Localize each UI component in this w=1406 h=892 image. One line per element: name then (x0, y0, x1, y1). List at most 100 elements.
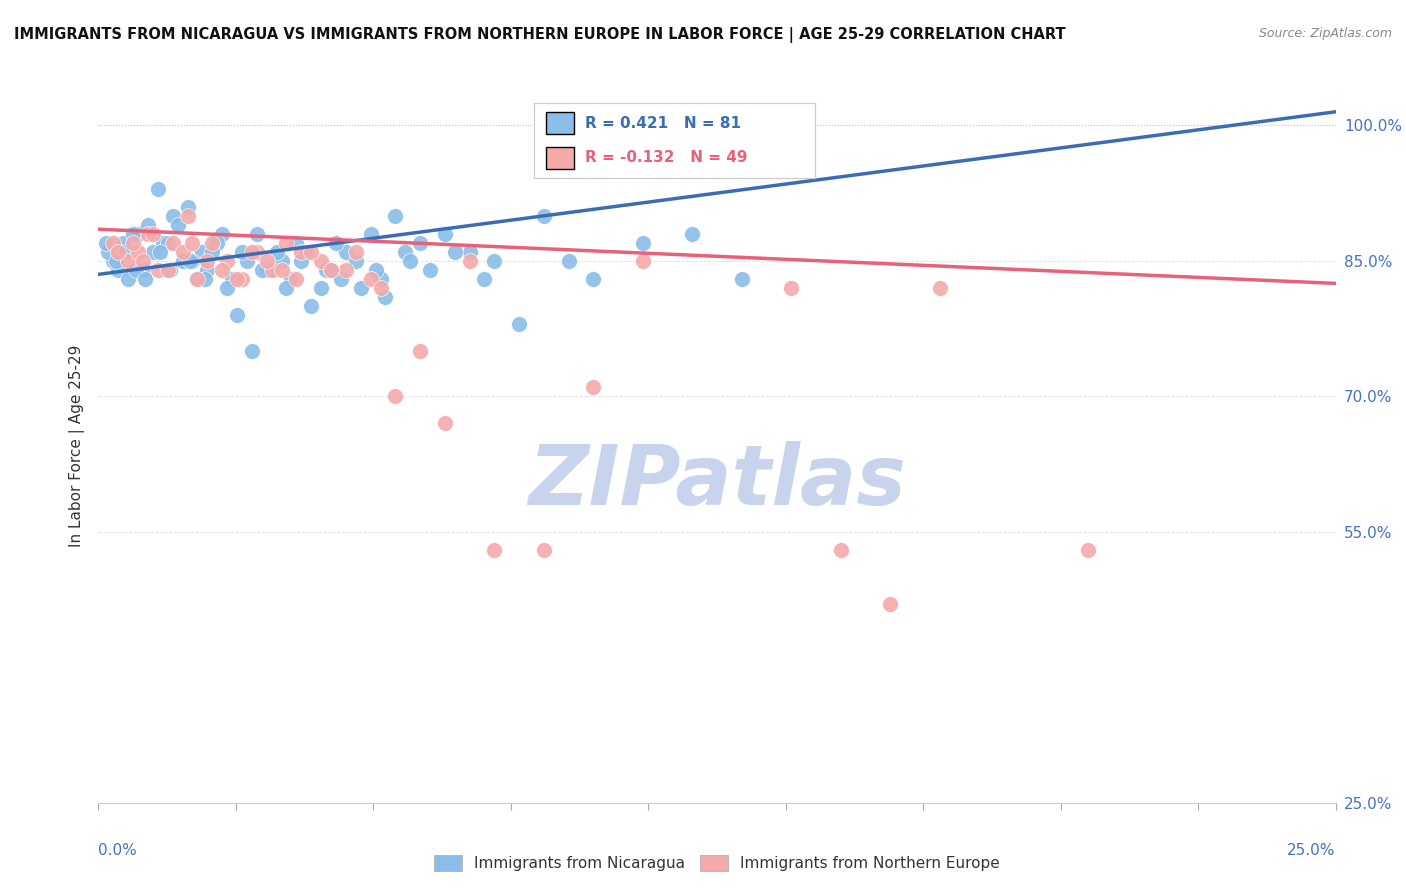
Point (181, 235, 204, 250)
Point (127, 244, 149, 259)
Point (162, 209, 184, 223)
Point (146, 263, 169, 277)
Point (276, 281, 298, 295)
Point (360, 272, 382, 286)
Point (533, 209, 555, 223)
Point (409, 235, 432, 250)
Point (122, 235, 145, 250)
Point (107, 244, 129, 259)
Point (344, 253, 367, 268)
Point (350, 281, 373, 295)
Point (117, 272, 139, 286)
Point (191, 244, 214, 259)
Point (458, 244, 481, 259)
Point (290, 244, 312, 259)
Point (122, 227, 145, 241)
Point (474, 272, 496, 286)
Point (780, 163, 803, 178)
Point (127, 227, 149, 241)
Point (94, 235, 117, 250)
Point (830, 542, 852, 557)
Point (582, 272, 605, 286)
FancyBboxPatch shape (546, 112, 574, 135)
Point (201, 235, 224, 250)
Point (260, 263, 283, 277)
Point (384, 389, 406, 403)
Text: R = -0.132   N = 49: R = -0.132 N = 49 (585, 151, 748, 165)
Point (152, 235, 174, 250)
Point (176, 209, 198, 223)
Point (162, 235, 184, 250)
Point (217, 281, 239, 295)
Point (443, 244, 465, 259)
Point (360, 227, 382, 241)
Point (149, 244, 172, 259)
Point (484, 542, 506, 557)
Point (266, 244, 288, 259)
Text: IMMIGRANTS FROM NICARAGUA VS IMMIGRANTS FROM NORTHERN EUROPE IN LABOR FORCE | AG: IMMIGRANTS FROM NICARAGUA VS IMMIGRANTS … (14, 27, 1066, 43)
Point (172, 244, 194, 259)
Point (134, 272, 156, 286)
Point (285, 272, 308, 286)
Point (260, 263, 283, 277)
Point (928, 281, 950, 295)
Point (114, 244, 136, 259)
Point (285, 235, 308, 250)
Text: Source: ZipAtlas.com: Source: ZipAtlas.com (1258, 27, 1392, 40)
Point (299, 299, 322, 313)
Point (344, 244, 367, 259)
Point (236, 253, 259, 268)
Point (780, 281, 803, 295)
Point (319, 263, 342, 277)
Point (136, 218, 159, 232)
Point (731, 272, 754, 286)
Point (226, 272, 249, 286)
Point (146, 181, 169, 195)
Point (295, 244, 318, 259)
Point (159, 263, 181, 277)
Point (186, 272, 208, 286)
Point (280, 272, 302, 286)
Point (1077, 542, 1099, 557)
Point (117, 253, 139, 268)
Point (290, 253, 312, 268)
Point (124, 263, 146, 277)
Point (103, 253, 125, 268)
Point (211, 227, 233, 241)
Text: ZIPatlas: ZIPatlas (529, 442, 905, 522)
Point (631, 253, 654, 268)
Point (250, 263, 273, 277)
Point (329, 272, 352, 286)
Point (181, 253, 204, 268)
Point (97, 244, 120, 259)
Point (299, 244, 322, 259)
FancyBboxPatch shape (546, 146, 574, 169)
Point (433, 227, 456, 241)
Point (582, 380, 605, 394)
Text: 0.0%: 0.0% (98, 843, 138, 858)
Point (246, 227, 269, 241)
Point (240, 344, 263, 359)
Point (156, 263, 179, 277)
Point (433, 417, 456, 431)
Point (270, 263, 292, 277)
Point (246, 244, 269, 259)
Point (256, 263, 278, 277)
Point (194, 272, 217, 286)
Point (156, 235, 179, 250)
Point (142, 227, 165, 241)
Point (142, 244, 165, 259)
Point (319, 263, 342, 277)
Point (166, 218, 188, 232)
Text: R = 0.421   N = 81: R = 0.421 N = 81 (585, 116, 741, 130)
Point (195, 263, 218, 277)
Point (136, 227, 159, 241)
Legend: Immigrants from Nicaragua, Immigrants from Northern Europe: Immigrants from Nicaragua, Immigrants fr… (429, 849, 1005, 877)
Point (370, 272, 392, 286)
Point (256, 253, 278, 268)
Point (533, 542, 555, 557)
Point (231, 244, 253, 259)
Point (557, 253, 579, 268)
Point (205, 235, 228, 250)
Point (315, 263, 337, 277)
